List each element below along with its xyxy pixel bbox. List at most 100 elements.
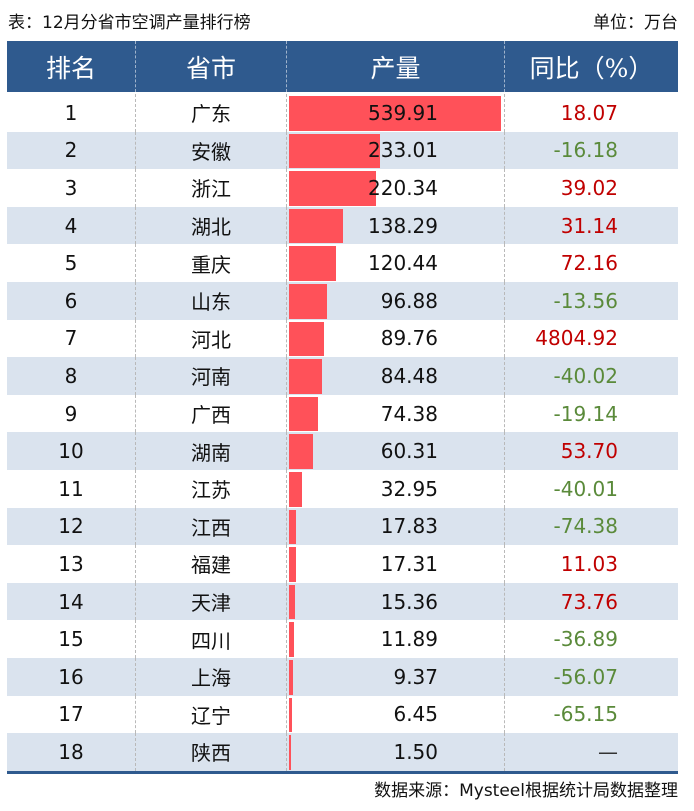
production-bar — [289, 735, 291, 770]
table-row: 12 江西 17.83 -74.38 — [7, 507, 678, 546]
table-row: 13 福建 17.31 11.03 — [7, 545, 678, 583]
province-name: 安徽 — [191, 139, 231, 164]
province-name: 河北 — [191, 327, 231, 352]
table-row: 15 四川 11.89 -36.89 — [7, 620, 678, 658]
rank-value: 3 — [64, 175, 78, 200]
header-province: 省市 — [136, 41, 287, 92]
province-name: 山东 — [191, 290, 231, 315]
production-value: 1.50 — [393, 739, 438, 764]
production-cell: 74.38 — [287, 394, 505, 433]
rank-value: 13 — [58, 551, 84, 576]
production-cell: 1.50 — [287, 733, 505, 771]
yoy-cell: 4804.92 — [505, 320, 678, 358]
header-rank: 排名 — [7, 41, 136, 92]
production-bar — [289, 584, 295, 620]
production-cell: 60.31 — [287, 432, 505, 470]
rank-cell: 6 — [7, 281, 136, 320]
province-cell: 辽宁 — [136, 695, 287, 734]
province-cell: 安徽 — [136, 131, 287, 170]
yoy-value: 72.16 — [560, 251, 618, 276]
yoy-cell: -19.14 — [505, 395, 678, 433]
rank-value: 18 — [58, 739, 84, 764]
production-bar — [289, 133, 380, 169]
production-value: 539.91 — [368, 100, 438, 125]
rank-value: 17 — [58, 702, 84, 727]
rank-value: 9 — [64, 401, 78, 426]
production-cell: 84.48 — [287, 357, 505, 395]
yoy-cell: -13.56 — [505, 282, 678, 320]
yoy-value: 53.70 — [560, 439, 618, 464]
rank-value: 2 — [64, 138, 78, 163]
yoy-value: 73.76 — [560, 589, 618, 614]
production-value: 233.01 — [368, 138, 438, 163]
province-name: 浙江 — [191, 177, 231, 202]
yoy-cell: -40.01 — [505, 470, 678, 508]
yoy-value: 39.02 — [560, 175, 618, 200]
production-cell: 17.83 — [287, 507, 505, 546]
production-cell: 89.76 — [287, 319, 505, 358]
province-name: 江西 — [191, 515, 231, 540]
rank-value: 8 — [64, 363, 78, 388]
production-value: 15.36 — [380, 589, 438, 614]
production-ranking-table: 排名 省市 产量 同比（%） 1 广东 539.91 18.07 2 安徽 23… — [7, 41, 678, 774]
yoy-cell: -40.02 — [505, 357, 678, 395]
table-caption: 表：12月分省市空调产量排行榜 — [8, 13, 251, 33]
production-bar — [289, 359, 322, 394]
table-header: 排名 省市 产量 同比（%） — [7, 41, 678, 92]
production-value: 138.29 — [368, 213, 438, 238]
yoy-value: -40.01 — [553, 476, 618, 501]
province-name: 辽宁 — [191, 703, 231, 728]
production-value: 89.76 — [380, 326, 438, 351]
yoy-cell: 39.02 — [505, 169, 678, 207]
province-name: 陕西 — [191, 741, 231, 766]
province-cell: 河北 — [136, 319, 287, 358]
yoy-cell: 11.03 — [505, 545, 678, 583]
province-name: 河南 — [191, 365, 231, 390]
province-cell: 江西 — [136, 507, 287, 546]
table-row: 17 辽宁 6.45 -65.15 — [7, 695, 678, 734]
province-cell: 重庆 — [136, 244, 287, 282]
table-row: 5 重庆 120.44 72.16 — [7, 244, 678, 282]
production-value: 9.37 — [393, 664, 438, 689]
unit-label: 单位：万台 — [593, 13, 678, 33]
production-bar — [289, 471, 302, 507]
province-name: 四川 — [191, 628, 231, 653]
province-cell: 江苏 — [136, 469, 287, 508]
rank-cell: 1 — [7, 94, 136, 132]
rank-value: 14 — [58, 589, 84, 614]
province-cell: 湖南 — [136, 432, 287, 470]
yoy-cell: -74.38 — [505, 508, 678, 546]
production-cell: 9.37 — [287, 657, 505, 696]
production-value: 84.48 — [380, 363, 438, 388]
yoy-value: 18.07 — [560, 100, 618, 125]
province-cell: 广东 — [136, 94, 287, 132]
yoy-cell: -65.15 — [505, 696, 678, 734]
rank-value: 1 — [64, 100, 78, 125]
rank-cell: 7 — [7, 319, 136, 358]
province-cell: 天津 — [136, 582, 287, 621]
table-row: 9 广西 74.38 -19.14 — [7, 394, 678, 433]
production-value: 32.95 — [380, 476, 438, 501]
rank-value: 6 — [64, 288, 78, 313]
province-name: 广东 — [191, 102, 231, 127]
rank-cell: 12 — [7, 507, 136, 546]
rank-cell: 17 — [7, 695, 136, 734]
province-cell: 山东 — [136, 281, 287, 320]
yoy-value: -74.38 — [553, 514, 618, 539]
table-row: 2 安徽 233.01 -16.18 — [7, 131, 678, 170]
production-bar — [289, 283, 327, 319]
production-value: 220.34 — [368, 175, 438, 200]
production-value: 74.38 — [380, 401, 438, 426]
production-value: 60.31 — [380, 439, 438, 464]
rank-value: 5 — [64, 251, 78, 276]
production-cell: 11.89 — [287, 620, 505, 658]
rank-cell: 8 — [7, 357, 136, 395]
yoy-value: -40.02 — [553, 363, 618, 388]
production-cell: 220.34 — [287, 169, 505, 207]
table-row: 7 河北 89.76 4804.92 — [7, 319, 678, 358]
table-row: 3 浙江 220.34 39.02 — [7, 169, 678, 207]
production-cell: 233.01 — [287, 131, 505, 170]
yoy-value: 11.03 — [560, 551, 618, 576]
yoy-value: -65.15 — [553, 702, 618, 727]
table-bottom-border — [7, 770, 678, 774]
